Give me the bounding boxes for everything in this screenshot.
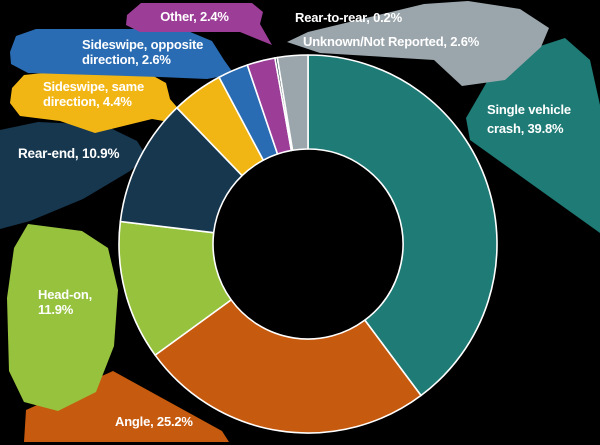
label-line: Sideswipe, opposite xyxy=(82,37,204,52)
label-line: crash, 39.8% xyxy=(487,121,564,136)
slice-angle xyxy=(154,299,422,434)
callout-unknown-not-reported xyxy=(287,1,549,86)
label-line: Unknown/Not Reported, 2.6% xyxy=(303,34,480,49)
callout-other xyxy=(126,3,272,45)
callout-head-on xyxy=(7,224,118,411)
label-line: Angle, 25.2% xyxy=(115,414,193,429)
label-rear-end: Rear-end, 10.9% xyxy=(18,146,119,161)
label-sideswipe-same-direction: Sideswipe, same direction, 4.4% xyxy=(43,79,144,109)
slice-unknown-not-reported xyxy=(276,54,309,152)
label-line: direction, 2.6% xyxy=(82,52,171,67)
label-angle: Angle, 25.2% xyxy=(115,414,193,429)
label-single-vehicle-crash: Single vehicle crash, 39.8% xyxy=(487,100,571,138)
callout-sideswipe-opposite-direction xyxy=(10,29,234,79)
label-rear-to-rear: Rear-to-rear, 0.2% xyxy=(295,10,402,25)
label-sideswipe-opposite-direction: Sideswipe, opposite direction, 2.6% xyxy=(82,37,203,67)
label-line: Other, 2.4% xyxy=(160,9,229,24)
donut-ring xyxy=(118,54,498,434)
label-line: Single vehicle xyxy=(487,102,571,117)
label-line: 11.9% xyxy=(38,302,74,317)
label-head-on: Head-on, 11.9% xyxy=(38,287,92,317)
label-line: direction, 4.4% xyxy=(43,94,132,109)
slice-single-vehicle-crash xyxy=(307,54,498,397)
callout-rear-end xyxy=(0,122,147,229)
label-line: Head-on, xyxy=(38,287,93,302)
callout-single-vehicle-crash xyxy=(466,38,600,233)
callout-sideswipe-same-direction xyxy=(10,71,193,133)
label-unknown-not-reported: Unknown/Not Reported, 2.6% xyxy=(303,34,479,49)
label-line: Rear-to-rear, 0.2% xyxy=(295,10,402,25)
label-line: Sideswipe, same xyxy=(43,79,145,94)
label-line: Rear-end, 10.9% xyxy=(18,146,120,161)
label-other: Other, 2.4% xyxy=(126,9,263,24)
